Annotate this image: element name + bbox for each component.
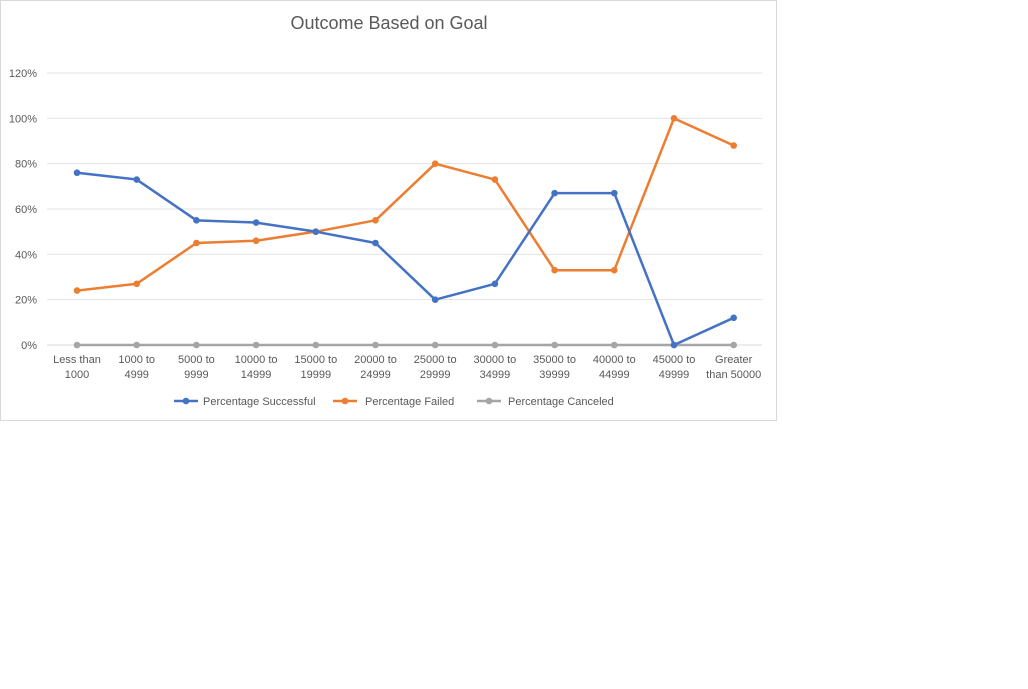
legend-label: Percentage Successful: [203, 396, 316, 408]
x-tick-label: Greater than 50000: [706, 354, 761, 381]
x-tick-label: 25000 to 29999: [414, 354, 457, 381]
legend-swatch-marker: [341, 397, 349, 405]
data-point: [551, 266, 558, 274]
data-point: [193, 341, 200, 349]
y-tick-label: 80%: [15, 159, 37, 171]
series-percentage-successful: [73, 169, 737, 349]
data-point: [611, 341, 618, 349]
data-point: [252, 237, 260, 245]
data-point: [491, 176, 499, 183]
chart-title: Outcome Based on Goal: [290, 13, 487, 33]
data-point: [431, 341, 439, 349]
legend: Percentage Successful Percentage Failed Pe…: [174, 396, 614, 408]
data-point: [730, 142, 737, 149]
x-tick-label: 20000 to 24999: [354, 354, 397, 381]
x-tick-label: 5000 to 9999: [178, 354, 215, 381]
data-point: [73, 169, 81, 177]
y-axis-ticks: 0% 20% 40% 60% 80% 100% 120%: [9, 68, 37, 352]
data-point: [73, 341, 81, 349]
data-point: [133, 280, 140, 288]
legend-swatch-marker: [182, 397, 190, 405]
data-point: [252, 341, 260, 349]
series-percentage-canceled: [73, 341, 737, 349]
data-point: [372, 217, 379, 224]
data-point: [611, 266, 618, 274]
y-tick-label: 120%: [9, 68, 37, 80]
data-point: [252, 219, 260, 226]
legend-swatch-marker: [485, 397, 493, 405]
x-axis-ticks: Less than 1000 1000 to 4999 5000 to 9999 10000…: [53, 354, 761, 381]
data-point: [133, 176, 140, 183]
data-point: [730, 314, 737, 322]
x-tick-label: 35000 to 39999: [533, 354, 576, 381]
legend-item: Percentage Successful: [174, 396, 316, 408]
data-point: [372, 239, 379, 247]
data-point: [372, 341, 379, 349]
x-tick-label: 10000 to 14999: [235, 354, 278, 381]
x-tick-label: Less than 1000: [53, 354, 101, 381]
legend-label: Percentage Failed: [365, 396, 454, 408]
legend-item: Percentage Canceled: [477, 396, 614, 408]
gridlines: [47, 72, 762, 346]
x-tick-label: 40000 to 44999: [593, 354, 636, 381]
data-point: [670, 341, 678, 349]
legend-item: Percentage Failed: [333, 396, 454, 408]
y-tick-label: 60%: [15, 204, 37, 216]
data-point: [193, 239, 200, 247]
x-tick-label: 30000 to 34999: [473, 354, 516, 381]
data-point: [312, 228, 320, 235]
data-point: [611, 189, 618, 197]
data-point: [193, 217, 200, 224]
y-tick-label: 0%: [21, 340, 37, 352]
y-tick-label: 20%: [15, 295, 37, 307]
y-tick-label: 40%: [15, 249, 37, 261]
data-point: [431, 296, 439, 303]
data-point: [551, 189, 558, 197]
x-tick-label: 1000 to 4999: [118, 354, 155, 381]
x-tick-label: 45000 to 49999: [653, 354, 696, 381]
x-tick-label: 15000 to 19999: [294, 354, 337, 381]
series-line: [75, 171, 735, 347]
data-point: [133, 341, 140, 349]
chart-frame: [0, 0, 777, 421]
y-tick-label: 100%: [9, 113, 37, 125]
data-point: [670, 115, 678, 122]
series-lines: [73, 115, 737, 349]
data-point: [551, 341, 558, 349]
data-point: [491, 341, 499, 349]
data-point: [491, 280, 499, 288]
data-point: [73, 287, 81, 294]
data-point: [730, 341, 737, 349]
data-point: [312, 341, 320, 349]
data-point: [431, 160, 439, 167]
legend-label: Percentage Canceled: [508, 396, 614, 408]
series-line: [75, 117, 735, 292]
